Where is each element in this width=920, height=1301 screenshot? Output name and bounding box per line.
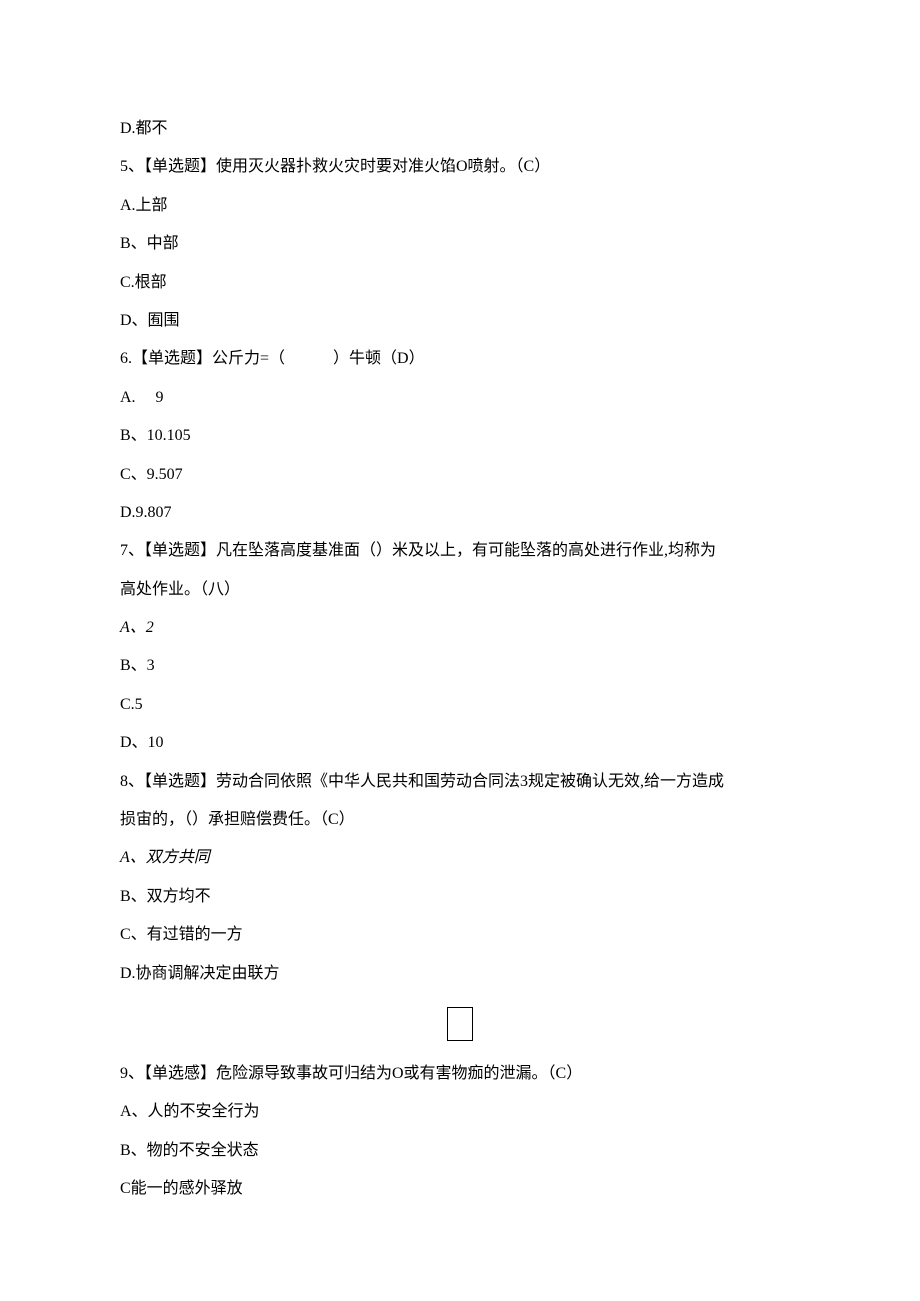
q9-option-b: B、物的不安全状态 <box>120 1132 800 1170</box>
q6-option-d: D.9.807 <box>120 494 800 532</box>
q8-option-c: C、有过错的一方 <box>120 916 800 954</box>
question-9-stem: 9、【单选感】危险源导致事故可归结为O或有害物痂的泄漏。（C） <box>120 1055 800 1093</box>
option-d-q4: D.都不 <box>120 110 800 148</box>
q7-option-c: C.5 <box>120 686 800 724</box>
q7-option-d: D、10 <box>120 724 800 762</box>
q5-option-c: C.根部 <box>120 264 800 302</box>
q8-option-a: A、双方共同 <box>120 839 800 877</box>
rectangle-icon <box>447 1007 473 1041</box>
decorative-box-row <box>120 993 800 1055</box>
q8-option-d: D.协商调解决定由联方 <box>120 955 800 993</box>
q5-option-a: A.上部 <box>120 187 800 225</box>
q6-option-c: C、9.507 <box>120 456 800 494</box>
q7-option-b: B、3 <box>120 647 800 685</box>
q7-option-a: A、2 <box>120 609 800 647</box>
question-6-stem: 6.【单选题】公斤力=（ ）牛顿（D） <box>120 340 800 378</box>
q6-option-a: A. 9 <box>120 379 800 417</box>
q5-option-b: B、中部 <box>120 225 800 263</box>
q5-option-d: D、囿围 <box>120 302 800 340</box>
document-page: D.都不 5、【单选题】使用灭火器扑救火灾时要对准火馅O喷射。（C） A.上部 … <box>0 0 920 1301</box>
q9-option-a: A、人的不安全行为 <box>120 1093 800 1131</box>
question-7-stem-line2: 高处作业。（八） <box>120 571 800 609</box>
question-7-stem-line1: 7、【单选题】凡在坠落高度基准面（）米及以上，有可能坠落的高处进行作业,均称为 <box>120 532 800 570</box>
question-8-stem-line2: 损宙的，（）承担赔偿费任。（C） <box>120 801 800 839</box>
q6-option-b: B、10.105 <box>120 417 800 455</box>
question-5-stem: 5、【单选题】使用灭火器扑救火灾时要对准火馅O喷射。（C） <box>120 148 800 186</box>
q9-option-c: C能一的感外驿放 <box>120 1170 800 1208</box>
q8-option-b: B、双方均不 <box>120 878 800 916</box>
question-8-stem-line1: 8、【单选题】劳动合同依照《中华人民共和国劳动合同法3规定被确认无效,给一方造成 <box>120 763 800 801</box>
